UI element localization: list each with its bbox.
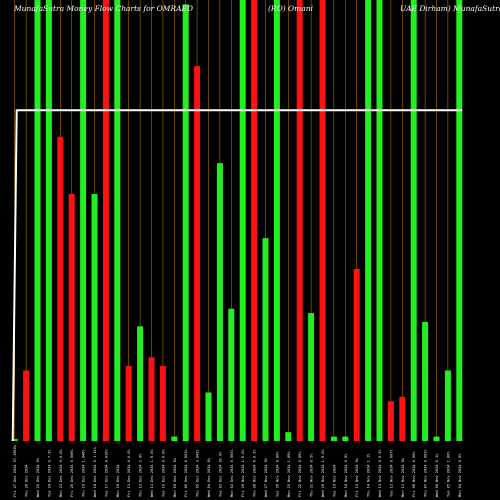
- bar: [285, 432, 292, 441]
- x-tick-label: Thu 19 Dec 2024 1.046%: [82, 449, 86, 497]
- x-tick-label: Mon 18 Nov 2024 0.0%: [344, 453, 348, 497]
- bar: [171, 436, 178, 441]
- bar: [205, 392, 212, 441]
- x-tick-label: Thu 28 Nov 2024 6.0.1%: [253, 449, 257, 497]
- x-tick-label: Mon 25 Nov 2024 1.09%: [287, 451, 291, 497]
- bar: [422, 321, 429, 441]
- bar: [148, 357, 155, 441]
- bar: [194, 66, 201, 442]
- bar: [308, 313, 315, 441]
- x-tick-label: Fri 29 Nov 2024 1.0.0%: [241, 449, 245, 497]
- x-tick-label: Fri 20 Dec 2024 0.000%: [70, 449, 74, 497]
- bar: [91, 194, 98, 441]
- bar: [319, 0, 326, 441]
- bar: [80, 0, 87, 441]
- x-tick-label: Thu 12 Dec 2024 2.0%: [139, 453, 143, 497]
- bar: [251, 0, 258, 441]
- x-tick-label: Tue 24 Dec 2024 0.7.5%: [47, 449, 51, 497]
- bar: [11, 439, 18, 441]
- x-tick-label: Fri 06 Dec 2024 0.001%: [184, 449, 188, 497]
- x-tick-label: Fri 08 Nov 2024 0.00%: [412, 451, 416, 497]
- x-tick-label: Thu 26 Dec 2024: [25, 465, 29, 497]
- bar: [273, 0, 280, 441]
- bar: [45, 0, 52, 441]
- x-tick-label: Wed 04 Dec 2024 0%: [207, 457, 211, 497]
- bar: [410, 0, 417, 441]
- x-tick-label: Wed 13 Nov 2024 0.0.5%: [378, 449, 382, 497]
- x-tick-label: Wed 18 Dec 2024 0.1.15%: [93, 446, 97, 497]
- x-tick-label: Mon 02 Dec 2024 0.005%: [230, 449, 234, 497]
- bar: [216, 163, 223, 442]
- bar: [399, 396, 406, 441]
- bar: [182, 4, 189, 441]
- bar: [330, 436, 337, 441]
- bar: [433, 436, 440, 441]
- bar: [159, 366, 166, 441]
- x-tick-label: Mon 16 Dec 2024: [116, 465, 120, 497]
- x-tick-label: Thu 21 Nov 2024 0.5%: [310, 453, 314, 497]
- x-tick-label: Tue 10 Dec 2024 0.0.0%: [161, 449, 165, 497]
- bar: [456, 0, 463, 441]
- x-tick-label: Tue 26 Nov 2024 0.00%: [275, 451, 279, 497]
- x-tick-label: Wed 20 Nov 2024 1.0.0%: [321, 449, 325, 497]
- bar: [353, 269, 360, 441]
- x-tick-label: Tue 19 Nov 2024: [332, 465, 336, 497]
- x-tick-label: Fri 22 Nov 2024 0.09%: [298, 451, 302, 497]
- x-tick-label: Tue 03 Dec 2024 01.0%: [218, 451, 222, 497]
- x-tick-label: Thu 05 Dec 2024 3.041%: [196, 449, 200, 497]
- bar: [102, 0, 109, 441]
- x-tick-label: Fri 13 Dec 2024 4.0.0%: [127, 449, 131, 497]
- bar: [114, 0, 121, 441]
- x-tick-label: Fri 15 Nov 2024 0%: [355, 457, 359, 497]
- x-tick-label: Fri 27 Dec 2024 97,1960%: [13, 444, 17, 497]
- x-tick-label: Mon 11 Nov 2024 0%: [401, 457, 405, 497]
- bar: [262, 238, 269, 441]
- x-tick-label: Tue 17 Dec 2024 4.010%: [104, 449, 108, 497]
- bar: [57, 136, 64, 441]
- x-tick-label: Mon 09 Dec 2024 0%: [173, 457, 177, 497]
- x-tick-label: Wed 11 Dec 2024 1.0.0%: [150, 449, 154, 497]
- flow-line: [11, 109, 463, 442]
- bar: [23, 370, 30, 441]
- chart-title-segment: UAE Dirham) MunafaSutra.com: [400, 4, 500, 13]
- bar: [444, 370, 451, 441]
- x-tick-label: Tue 05 Nov 2024 1.00%: [446, 451, 450, 497]
- bar: [342, 436, 349, 441]
- bar: [125, 366, 132, 441]
- x-tick-label: Tue 12 Nov 2024 0.007%: [389, 449, 393, 497]
- bar: [387, 401, 394, 441]
- x-tick-label: Wed 06 Nov 2024 0.1%: [435, 453, 439, 497]
- bar: [137, 326, 144, 441]
- bar: [296, 0, 303, 441]
- bar: [228, 308, 235, 441]
- bar: [68, 194, 75, 441]
- x-tick-label: Mon 04 Nov 2024 0.0%: [458, 453, 462, 497]
- chart-title-segment: MunafaSutra Money Flow Charts for OMRAED: [13, 4, 193, 13]
- x-tick-label: Mon 23 Dec 2024 9,0.0%: [59, 449, 63, 497]
- x-tick-label: Wed 25 Dec 2024 0%: [36, 457, 40, 497]
- x-tick-label: Thu 14 Nov 2024 1.1%: [367, 453, 371, 497]
- x-tick-label: Wed 27 Nov 2024 0%: [264, 457, 268, 497]
- bar: [34, 0, 41, 441]
- chart-title-segment: (RO) Omani: [268, 4, 314, 13]
- bar: [239, 0, 246, 441]
- bar: [376, 0, 383, 441]
- x-tick-label: Thu 07 Nov 2024 0.001%: [424, 449, 428, 497]
- bar: [365, 0, 372, 441]
